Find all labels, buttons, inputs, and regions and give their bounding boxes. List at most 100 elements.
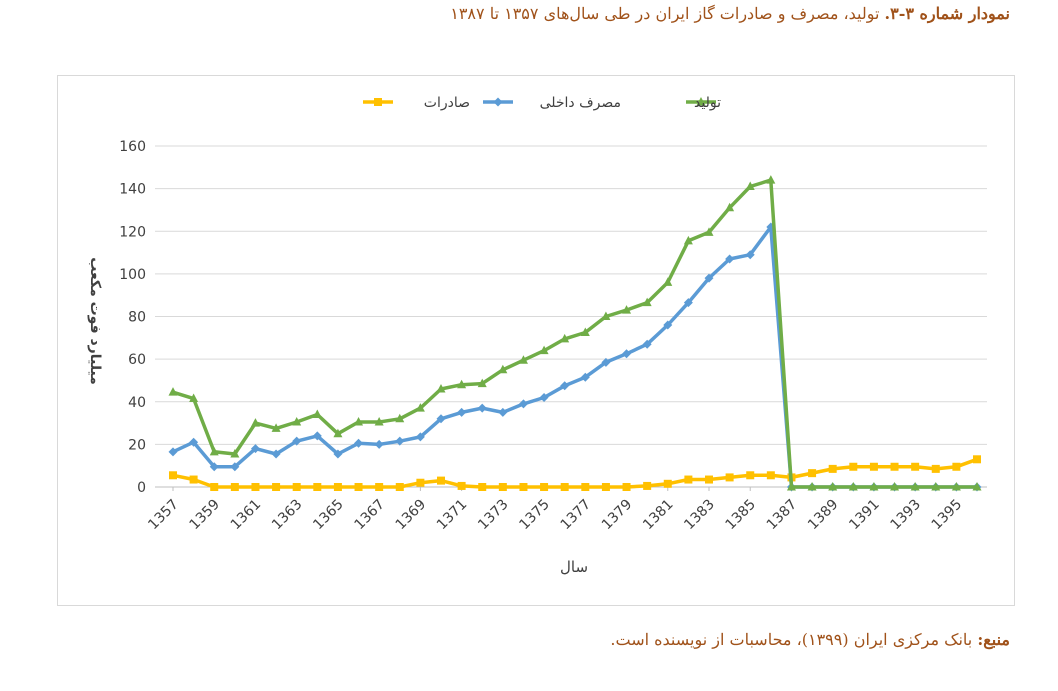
data-point-consumption: [312, 431, 322, 441]
series-line-production: [172, 178, 977, 489]
legend-item-consumption: مصرف داخلی: [483, 95, 621, 111]
x-tick-label: 1361: [228, 497, 265, 534]
data-point-consumption: [477, 403, 487, 413]
x-tick-label: 1369: [393, 497, 430, 534]
x-tick-label: 1383: [681, 497, 718, 534]
data-point-exports: [272, 483, 281, 491]
series-exports: [169, 455, 981, 491]
data-point-consumption: [209, 462, 219, 472]
x-tick-label: 1385: [723, 497, 760, 534]
data-point-exports: [292, 483, 301, 491]
x-tick-label: 1373: [475, 497, 512, 534]
data-point-production: [642, 297, 652, 307]
data-point-exports: [828, 464, 837, 473]
series-production: [168, 175, 982, 491]
data-point-consumption: [580, 372, 590, 382]
y-tick-label: 80: [128, 310, 146, 326]
data-point-production: [312, 409, 322, 419]
data-point-consumption: [601, 357, 611, 367]
data-point-consumption: [292, 436, 302, 446]
data-point-exports: [911, 462, 920, 471]
gridlines: [155, 145, 987, 488]
data-point-exports: [705, 475, 713, 484]
data-point-exports: [746, 471, 755, 480]
y-tick-label: 20: [128, 437, 146, 453]
figure-caption-label: نمودار شماره ۳-۳.: [884, 4, 1010, 23]
data-point-consumption: [498, 407, 508, 417]
y-tick-label: 60: [128, 352, 146, 368]
y-axis-title: میلیارد فوت مکعب: [87, 257, 103, 385]
x-tick-label: 1395: [929, 497, 966, 534]
data-point-production: [415, 403, 425, 412]
x-tick-label: 1391: [846, 497, 883, 534]
x-tick-label: 1357: [145, 497, 182, 534]
data-point-exports: [684, 475, 693, 484]
data-point-production: [580, 327, 590, 336]
data-point-production: [910, 482, 920, 491]
chart-area: 0 20 40 60 80 100 120 140 160 1357 1359 1361 1363 13…: [57, 75, 1015, 606]
data-point-exports: [663, 479, 672, 488]
data-point-exports: [601, 483, 610, 491]
x-tick-label: 1389: [805, 497, 842, 534]
data-point-consumption: [622, 349, 632, 359]
data-point-production: [745, 181, 755, 190]
data-point-production: [828, 482, 838, 491]
data-point-consumption: [539, 392, 549, 402]
data-point-consumption: [189, 437, 199, 447]
data-point-exports: [725, 473, 734, 482]
series-consumption: [168, 222, 982, 492]
data-point-production: [374, 416, 384, 426]
data-point-exports: [766, 471, 775, 480]
data-point-production: [704, 227, 714, 236]
y-tick-label: 120: [119, 224, 146, 240]
data-point-exports: [416, 478, 425, 487]
data-point-production: [972, 482, 982, 491]
x-tick-label: 1381: [640, 497, 677, 534]
data-point-exports: [622, 483, 631, 491]
data-point-production: [869, 482, 879, 491]
data-point-exports: [313, 483, 322, 491]
data-point-production: [189, 393, 199, 403]
y-tick-label: 0: [137, 480, 146, 496]
data-point-exports: [189, 475, 198, 484]
legend-label: تولید: [694, 95, 721, 111]
data-point-production: [766, 175, 776, 184]
legend-label: صادرات: [424, 95, 470, 111]
data-point-exports: [478, 483, 487, 491]
data-point-production: [498, 364, 508, 374]
data-point-exports: [540, 483, 549, 491]
figure-caption-text: تولید، مصرف و صادرات گاز ایران در طی سال…: [450, 4, 880, 23]
data-point-exports: [931, 464, 940, 473]
y-tick-label: 160: [119, 139, 146, 155]
source-label: منبع:: [977, 630, 1010, 649]
data-point-exports: [395, 483, 404, 491]
data-point-exports: [869, 462, 878, 471]
data-point-production: [622, 305, 632, 314]
data-point-production: [477, 378, 487, 388]
data-point-exports: [251, 483, 260, 491]
data-point-consumption: [230, 462, 240, 472]
data-point-production: [209, 446, 219, 456]
x-axis-ticks: 1357 1359 1361 1363 1365 1367 1369 1371 1373 1375…: [145, 487, 965, 533]
y-tick-label: 100: [119, 267, 146, 283]
x-tick-label: 1359: [187, 497, 224, 534]
y-tick-label: 40: [128, 395, 146, 411]
legend: صادرات مصرف داخلی تولید: [363, 95, 721, 111]
data-point-production: [395, 413, 405, 423]
data-point-exports: [169, 471, 177, 480]
legend-swatch-marker: [374, 98, 382, 106]
data-point-production: [890, 482, 900, 491]
source-text: بانک مرکزی ایران (۱۳۹۹)، محاسبات از نویس…: [610, 630, 973, 649]
data-point-consumption: [271, 449, 281, 459]
data-point-production: [848, 482, 858, 491]
data-point-production: [168, 387, 178, 396]
y-tick-label: 140: [119, 182, 146, 198]
data-point-production: [354, 416, 364, 426]
data-point-exports: [952, 462, 961, 471]
data-point-production: [250, 418, 260, 427]
data-point-production: [601, 311, 611, 320]
x-tick-label: 1387: [764, 497, 801, 534]
legend-swatch-marker: [696, 97, 706, 106]
line-chart: 0 20 40 60 80 100 120 140 160 1357 1359 1361 1363 13…: [87, 95, 987, 576]
x-tick-label: 1367: [351, 497, 388, 534]
